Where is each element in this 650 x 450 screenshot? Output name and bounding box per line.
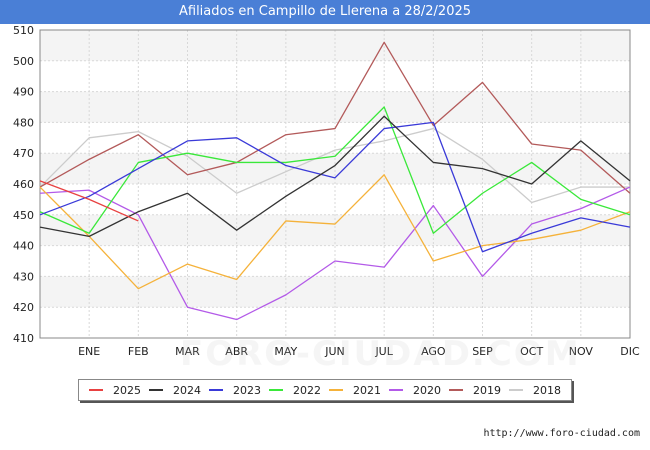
- source-url: http://www.foro-ciudad.com: [483, 428, 640, 439]
- legend-item-2018: 2018: [509, 384, 561, 397]
- legend-label: 2022: [293, 383, 321, 397]
- series-line-2021: [39, 174, 631, 290]
- line-chart: 410 420 430 440 450 460 470 480 490 500 510 ENE FEB…: [13, 24, 640, 358]
- y-axis-ticks: 410 420 430 440 450 460 470 480 490 500 510: [13, 24, 34, 345]
- legend-item-2024: 2024: [149, 384, 201, 397]
- y-tick-label: 450: [13, 209, 34, 222]
- legend-item-2025: 2025: [89, 384, 141, 397]
- x-tick-label: MAR: [175, 345, 200, 358]
- x-tick-label: ENE: [78, 345, 100, 358]
- x-tick-label: MAY: [274, 345, 297, 358]
- x-axis-ticks: ENE FEB MAR ABR MAY JUN JUL AGO SEP OCT NOV DIC: [78, 345, 640, 358]
- legend-label: 2025: [113, 383, 141, 397]
- legend-swatch: [149, 389, 163, 391]
- y-tick-label: 460: [13, 178, 34, 191]
- y-tick-label: 420: [13, 301, 34, 314]
- x-tick-label: OCT: [520, 345, 543, 358]
- legend-swatch: [509, 389, 523, 391]
- legend-item-2023: 2023: [209, 384, 261, 397]
- legend-swatch: [329, 389, 343, 391]
- legend-swatch: [389, 389, 403, 391]
- legend-label: 2024: [173, 383, 201, 397]
- series-line-2020: [39, 186, 631, 321]
- legend-item-2019: 2019: [449, 384, 501, 397]
- legend-item-2022: 2022: [269, 384, 321, 397]
- legend-swatch: [449, 389, 463, 391]
- y-tick-label: 510: [13, 24, 34, 37]
- legend-label: 2021: [353, 383, 381, 397]
- legend-label: 2019: [473, 383, 501, 397]
- legend-item-2021: 2021: [329, 384, 381, 397]
- y-tick-label: 500: [13, 55, 34, 68]
- plot-border: [39, 29, 631, 339]
- y-tick-label: 490: [13, 86, 34, 99]
- y-tick-label: 440: [13, 240, 34, 253]
- y-tick-label: 480: [13, 116, 34, 129]
- y-tick-label: 470: [13, 147, 34, 160]
- x-tick-label: SEP: [472, 345, 493, 358]
- series-line-2022: [39, 106, 631, 234]
- legend-swatch: [269, 389, 283, 391]
- series-lines: [39, 41, 631, 321]
- series-line-2018: [39, 127, 630, 204]
- x-tick-label: DIC: [620, 345, 640, 358]
- x-tick-label: JUN: [324, 345, 345, 358]
- y-tick-label: 410: [13, 332, 34, 345]
- legend-swatch: [89, 389, 103, 391]
- legend-item-2020: 2020: [389, 384, 441, 397]
- y-tick-label: 430: [13, 270, 34, 283]
- grid-lines: [39, 29, 631, 339]
- legend-label: 2023: [233, 383, 261, 397]
- series-line-2019: [39, 41, 631, 194]
- chart-title: Afiliados en Campillo de Llerena a 28/2/…: [0, 0, 650, 24]
- legend-label: 2018: [533, 383, 561, 397]
- x-tick-label: FEB: [128, 345, 149, 358]
- x-tick-label: AGO: [421, 345, 446, 358]
- legend-swatch: [209, 389, 223, 391]
- series-line-2024: [39, 115, 631, 238]
- series-line-2025: [39, 180, 139, 222]
- x-tick-label: ABR: [225, 345, 248, 358]
- legend-label: 2020: [413, 383, 441, 397]
- x-tick-label: NOV: [569, 345, 594, 358]
- watermark-text: FORO-CIUDAD.COM: [180, 334, 581, 374]
- series-line-2023: [39, 121, 631, 253]
- legend: 2025 2024 2023 2022 2021 2020 2019 2018: [78, 379, 572, 401]
- x-tick-label: JUL: [374, 345, 393, 358]
